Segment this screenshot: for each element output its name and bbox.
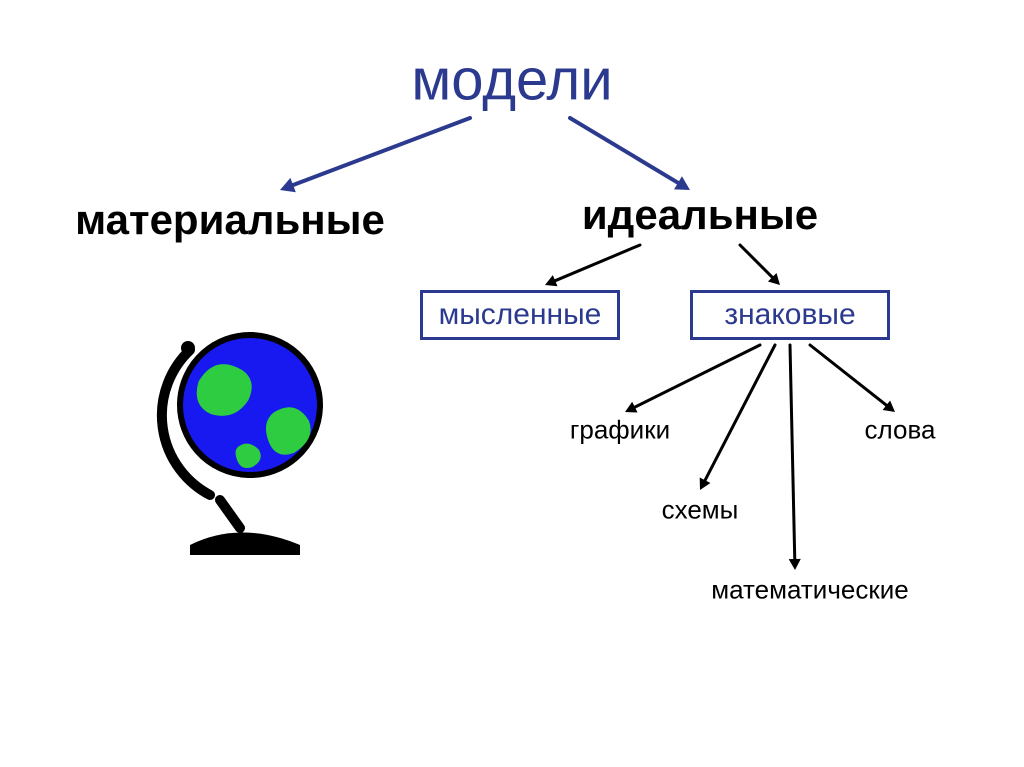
node-words: слова — [865, 415, 936, 446]
box-sign-label: знаковые — [724, 298, 855, 331]
box-mental: мысленные — [420, 290, 620, 340]
node-root: модели — [411, 47, 612, 114]
box-mental-label: мысленные — [439, 298, 602, 331]
node-schemes: схемы — [662, 495, 739, 526]
node-material: материальные — [75, 196, 385, 244]
node-ideal: идеальные — [582, 191, 818, 239]
node-math: математические — [711, 575, 908, 606]
globe-icon — [150, 310, 350, 560]
box-sign: знаковые — [690, 290, 890, 340]
node-graphics: графики — [570, 415, 670, 446]
diagram-stage: модели материальные идеальные графики сл… — [0, 0, 1024, 767]
